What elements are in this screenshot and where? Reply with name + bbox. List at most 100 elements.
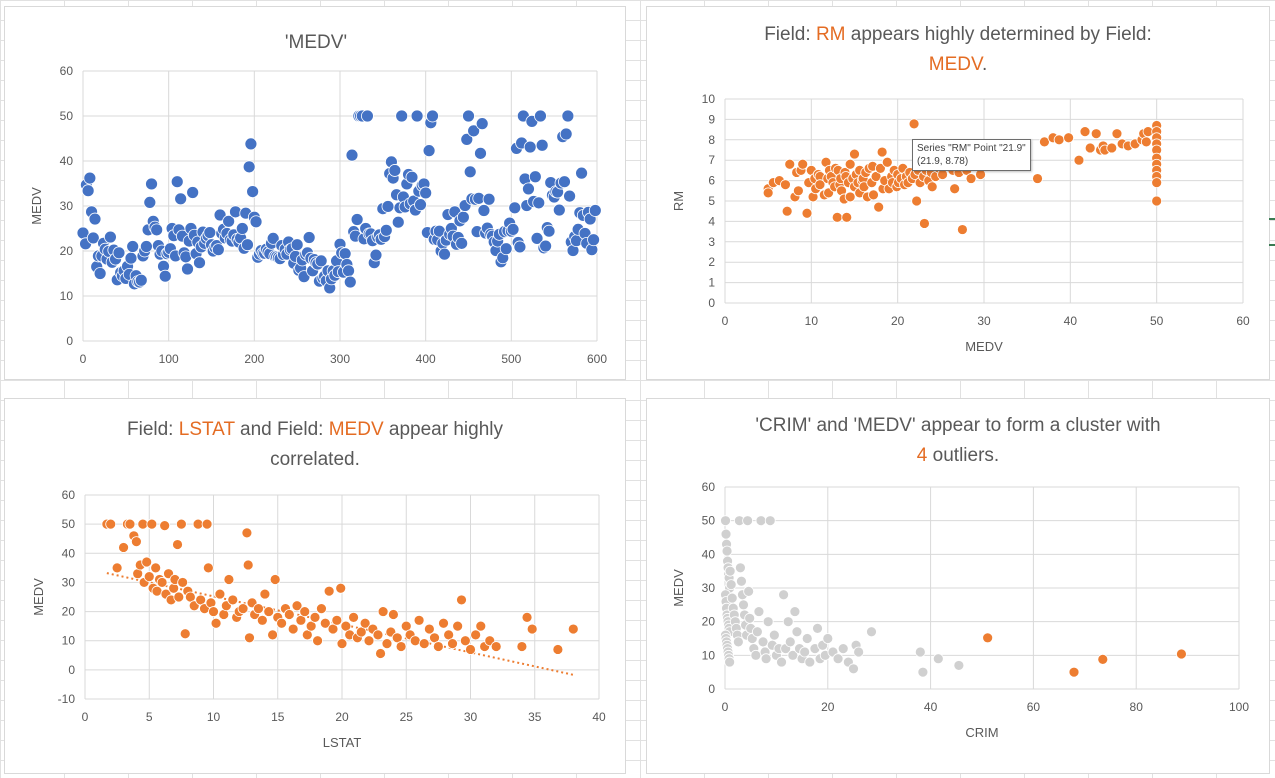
data-point xyxy=(751,626,763,638)
data-point xyxy=(499,242,513,256)
data-point xyxy=(490,641,502,652)
data-point xyxy=(134,273,148,287)
x-tick-label: 20 xyxy=(891,314,905,328)
data-point xyxy=(291,600,303,612)
x-tick-label: 100 xyxy=(1229,700,1249,714)
data-point xyxy=(381,638,393,650)
x-tick-label: 0 xyxy=(722,314,729,328)
data-point xyxy=(83,171,97,185)
data-point xyxy=(1079,126,1091,138)
x-tick-label: 200 xyxy=(244,352,264,366)
x-tick-label: 60 xyxy=(1027,700,1041,714)
data-point xyxy=(787,649,799,661)
y-axis-label: MEDV xyxy=(31,578,46,616)
data-point xyxy=(223,574,235,585)
data-point xyxy=(130,536,142,548)
data-point xyxy=(227,594,239,606)
data-point xyxy=(475,117,489,131)
y-tick-label: 0 xyxy=(68,663,75,677)
data-point xyxy=(208,606,219,617)
data-point xyxy=(463,165,477,179)
data-point xyxy=(801,207,813,219)
crim-vs-medv-chart-plot: 0 10 20 30 40 50 60 0 20 40 60 80 100 MEDV CRIM xyxy=(671,480,1249,740)
data-point xyxy=(516,641,528,652)
data-point xyxy=(359,617,371,629)
rm-vs-medv-chart[interactable]: Field: RM appears highly determined by F… xyxy=(646,6,1270,380)
title-part: . xyxy=(981,54,988,75)
crim-vs-medv-chart[interactable]: 'CRIM' and 'MEDV' appear to form a clust… xyxy=(646,398,1270,774)
data-point xyxy=(422,144,436,158)
data-point xyxy=(222,214,236,228)
data-point xyxy=(949,183,961,195)
x-tick-label: 20 xyxy=(335,710,349,724)
data-point xyxy=(744,612,756,624)
x-axis-label: CRIM xyxy=(965,725,998,740)
data-point xyxy=(1068,666,1080,678)
data-point xyxy=(214,588,226,600)
y-tick-label: 60 xyxy=(702,480,716,494)
x-tick-label: 10 xyxy=(207,710,221,724)
data-point xyxy=(181,262,194,276)
data-point xyxy=(552,203,566,217)
rm-vs-medv-chart-plot: 0 1 2 3 4 5 6 7 8 9 10 0 10 20 30 40 50 60 RM MEDV xyxy=(671,92,1250,354)
y-axis-label: MEDV xyxy=(29,187,44,225)
data-point xyxy=(387,609,399,620)
data-point xyxy=(1063,132,1075,144)
data-point xyxy=(237,603,249,615)
data-point xyxy=(143,571,155,583)
data-point xyxy=(831,211,843,223)
data-point xyxy=(302,231,316,244)
data-point xyxy=(244,632,255,644)
data-point xyxy=(874,162,886,174)
y-tick-label: 4 xyxy=(708,214,715,228)
data-point xyxy=(801,633,813,644)
lstat-vs-medv-chart[interactable]: Field: LSTAT and Field: MEDV appear high… xyxy=(4,398,626,774)
data-point xyxy=(1097,653,1109,665)
data-point xyxy=(917,666,929,678)
data-point xyxy=(342,264,355,278)
data-point xyxy=(409,635,421,647)
x-tick-label: 500 xyxy=(501,352,521,366)
x-axis-label: LSTAT xyxy=(323,735,362,750)
data-point xyxy=(462,109,475,123)
data-point xyxy=(1084,142,1096,154)
data-point xyxy=(784,636,796,648)
y-tick-label: 30 xyxy=(62,575,76,589)
y-tick-label: 10 xyxy=(60,289,74,303)
data-point xyxy=(932,653,944,665)
data-point xyxy=(1039,136,1050,148)
data-point xyxy=(738,599,749,611)
data-point xyxy=(732,636,744,648)
data-point xyxy=(778,589,789,601)
data-point xyxy=(249,215,263,229)
x-tick-label: 400 xyxy=(416,352,436,366)
data-point xyxy=(563,189,576,203)
data-point xyxy=(124,251,138,265)
data-point xyxy=(724,565,736,577)
data-point xyxy=(474,146,487,160)
sheet-edge-marker xyxy=(1269,244,1275,246)
data-point xyxy=(837,643,849,655)
data-point xyxy=(470,629,482,641)
data-point xyxy=(263,606,275,617)
data-point xyxy=(213,208,227,222)
data-point xyxy=(558,175,571,189)
data-point xyxy=(720,528,732,540)
data-point xyxy=(513,240,527,254)
x-tick-label: 100 xyxy=(159,352,179,366)
data-point xyxy=(246,185,260,199)
data-point xyxy=(395,641,407,652)
data-point xyxy=(776,656,787,668)
y-tick-label: 10 xyxy=(702,92,716,106)
data-point xyxy=(539,239,552,253)
data-point xyxy=(410,109,424,123)
data-point xyxy=(814,179,826,191)
data-point xyxy=(1151,195,1163,207)
medv-chart[interactable]: 'MEDV' 0 10 20 30 40 50 60 0 100 200 300 400 500 600 M… xyxy=(4,6,626,380)
data-point xyxy=(459,635,471,647)
data-point xyxy=(522,182,535,196)
data-point xyxy=(812,622,823,634)
data-point xyxy=(309,611,321,623)
data-point xyxy=(1106,142,1118,154)
